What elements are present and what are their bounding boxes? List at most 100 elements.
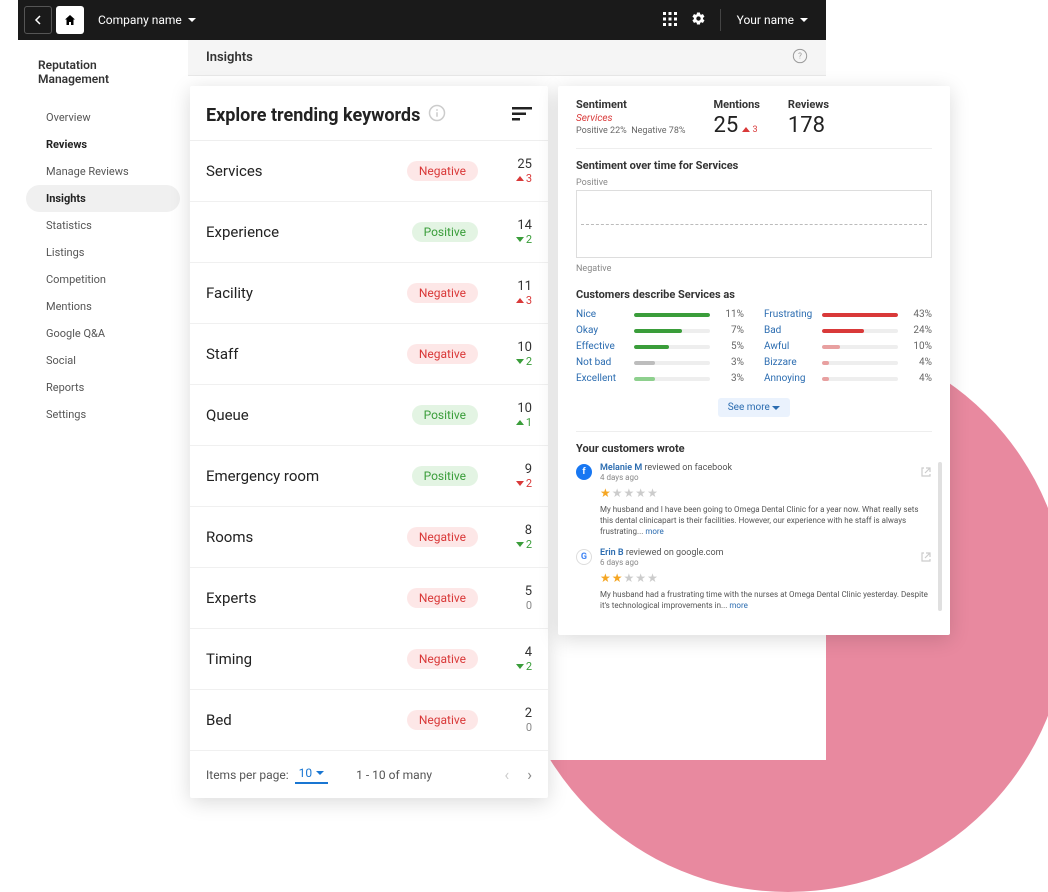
sidebar-item-manage-reviews[interactable]: Manage Reviews (18, 158, 188, 185)
sidebar-item-reports[interactable]: Reports (18, 374, 188, 401)
help-icon[interactable]: ? (792, 48, 808, 68)
apps-grid-icon[interactable] (663, 11, 677, 30)
sidebar-item-insights[interactable]: Insights (26, 185, 180, 212)
sidebar-item-statistics[interactable]: Statistics (18, 212, 188, 239)
keywords-title: Explore trending keywords (206, 105, 420, 126)
keyword-row[interactable]: FacilityNegative 11 3 (190, 263, 548, 324)
chart-title: Sentiment over time for Services (576, 159, 932, 172)
describe-word[interactable]: Frustrating (764, 309, 816, 320)
describe-word-row: Effective5% (576, 341, 744, 352)
describe-pct: 4% (904, 373, 932, 384)
sidebar-item-social[interactable]: Social (18, 347, 188, 374)
describe-word[interactable]: Not bad (576, 357, 628, 368)
review-avatar: G (576, 549, 592, 565)
open-external-icon[interactable] (920, 548, 932, 567)
describe-word[interactable]: Effective (576, 341, 628, 352)
open-external-icon[interactable] (920, 463, 932, 482)
chart-positive-label: Positive (576, 178, 932, 188)
gear-icon[interactable] (691, 11, 706, 30)
sort-icon[interactable] (512, 106, 532, 125)
keyword-stats: 9 2 (488, 462, 532, 490)
items-per-page-select[interactable]: 10 (295, 766, 329, 784)
keyword-row[interactable]: BedNegative20 (190, 690, 548, 751)
keywords-panel: Explore trending keywords ServicesNegati… (190, 86, 548, 798)
describe-pct: 4% (904, 357, 932, 368)
chevron-down-icon (800, 18, 808, 22)
detail-panel: Sentiment Services Positive 22% Negative… (558, 86, 950, 635)
describe-word-row: Not bad3% (576, 357, 744, 368)
sidebar: Reputation Management OverviewReviewsMan… (18, 40, 188, 760)
divider (720, 9, 721, 31)
sidebar-item-overview[interactable]: Overview (18, 104, 188, 131)
describe-word[interactable]: Excellent (576, 373, 628, 384)
pagination-range: 1 - 10 of many (356, 768, 432, 782)
see-more-button[interactable]: See more (718, 398, 791, 417)
keyword-stats: 11 3 (488, 279, 532, 307)
sidebar-item-reviews[interactable]: Reviews (18, 131, 188, 158)
describe-word[interactable]: Bad (764, 325, 816, 336)
sentiment-badge: Negative (407, 710, 478, 730)
describe-word[interactable]: Okay (576, 325, 628, 336)
sentiment-keyword: Services (576, 113, 686, 124)
describe-word[interactable]: Annoying (764, 373, 816, 384)
svg-text:?: ? (798, 51, 802, 60)
review-header: Erin B reviewed on google.com (600, 548, 932, 558)
sidebar-item-competition[interactable]: Competition (18, 266, 188, 293)
review-item: fMelanie M reviewed on facebook4 days ag… (576, 463, 932, 538)
pager: ‹ › (504, 765, 532, 784)
sentiment-badge: Negative (407, 344, 478, 364)
keyword-stats: 10 2 (488, 340, 532, 368)
describe-word-row: Bizzare 4% (764, 357, 932, 368)
mentions-block: Mentions 25 3 (714, 98, 760, 138)
user-dropdown[interactable]: Your name (737, 13, 808, 27)
describe-word[interactable]: Bizzare (764, 357, 816, 368)
page-prev[interactable]: ‹ (504, 765, 509, 784)
scrollbar[interactable] (938, 462, 942, 611)
describe-word-row: Frustrating43% (764, 309, 932, 320)
describe-pct: 3% (716, 373, 744, 384)
keyword-row[interactable]: ExpertsNegative50 (190, 568, 548, 629)
keyword-stats: 10 1 (488, 401, 532, 429)
company-dropdown[interactable]: Company name (98, 13, 196, 27)
keyword-name: Services (206, 162, 407, 180)
keyword-row[interactable]: QueuePositive10 1 (190, 385, 548, 446)
review-more[interactable]: more (645, 527, 663, 536)
review-text: My husband and I have been going to Omeg… (600, 504, 932, 538)
describe-word[interactable]: Nice (576, 309, 628, 320)
sidebar-item-mentions[interactable]: Mentions (18, 293, 188, 320)
keywords-header: Explore trending keywords (190, 86, 548, 141)
sidebar-item-listings[interactable]: Listings (18, 239, 188, 266)
page-next[interactable]: › (527, 765, 532, 784)
back-button[interactable] (24, 6, 52, 34)
keyword-row[interactable]: RoomsNegative8 2 (190, 507, 548, 568)
sidebar-item-settings[interactable]: Settings (18, 401, 188, 428)
keyword-row[interactable]: Emergency roomPositive9 2 (190, 446, 548, 507)
mentions-value: 25 3 (714, 113, 760, 138)
reviews-title: Your customers wrote (576, 442, 932, 455)
keyword-row[interactable]: ExperiencePositive14 2 (190, 202, 548, 263)
describe-word[interactable]: Awful (764, 341, 816, 352)
keyword-stats: 8 2 (488, 523, 532, 551)
sentiment-chart (576, 190, 932, 258)
review-avatar: f (576, 464, 592, 480)
sentiment-badge: Positive (412, 466, 478, 486)
keyword-stats: 25 3 (488, 157, 532, 185)
describe-word-row: Nice11% (576, 309, 744, 320)
chart-negative-label: Negative (576, 264, 932, 274)
topbar: Company name Your name (18, 0, 826, 40)
sentiment-badge: Positive (412, 222, 478, 242)
info-icon[interactable] (428, 104, 446, 126)
keyword-name: Facility (206, 284, 407, 302)
keyword-row[interactable]: StaffNegative10 2 (190, 324, 548, 385)
keyword-stats: 4 2 (488, 645, 532, 673)
sentiment-badge: Negative (407, 649, 478, 669)
reviews-block: Reviews 178 (788, 98, 829, 138)
review-item: GErin B reviewed on google.com6 days ago… (576, 548, 932, 611)
keyword-row[interactable]: TimingNegative4 2 (190, 629, 548, 690)
keyword-row[interactable]: ServicesNegative25 3 (190, 141, 548, 202)
review-more[interactable]: more (729, 601, 747, 610)
home-button[interactable] (56, 6, 84, 34)
company-label: Company name (98, 13, 182, 27)
sentiment-badge: Negative (407, 283, 478, 303)
sidebar-item-google-q-a[interactable]: Google Q&A (18, 320, 188, 347)
